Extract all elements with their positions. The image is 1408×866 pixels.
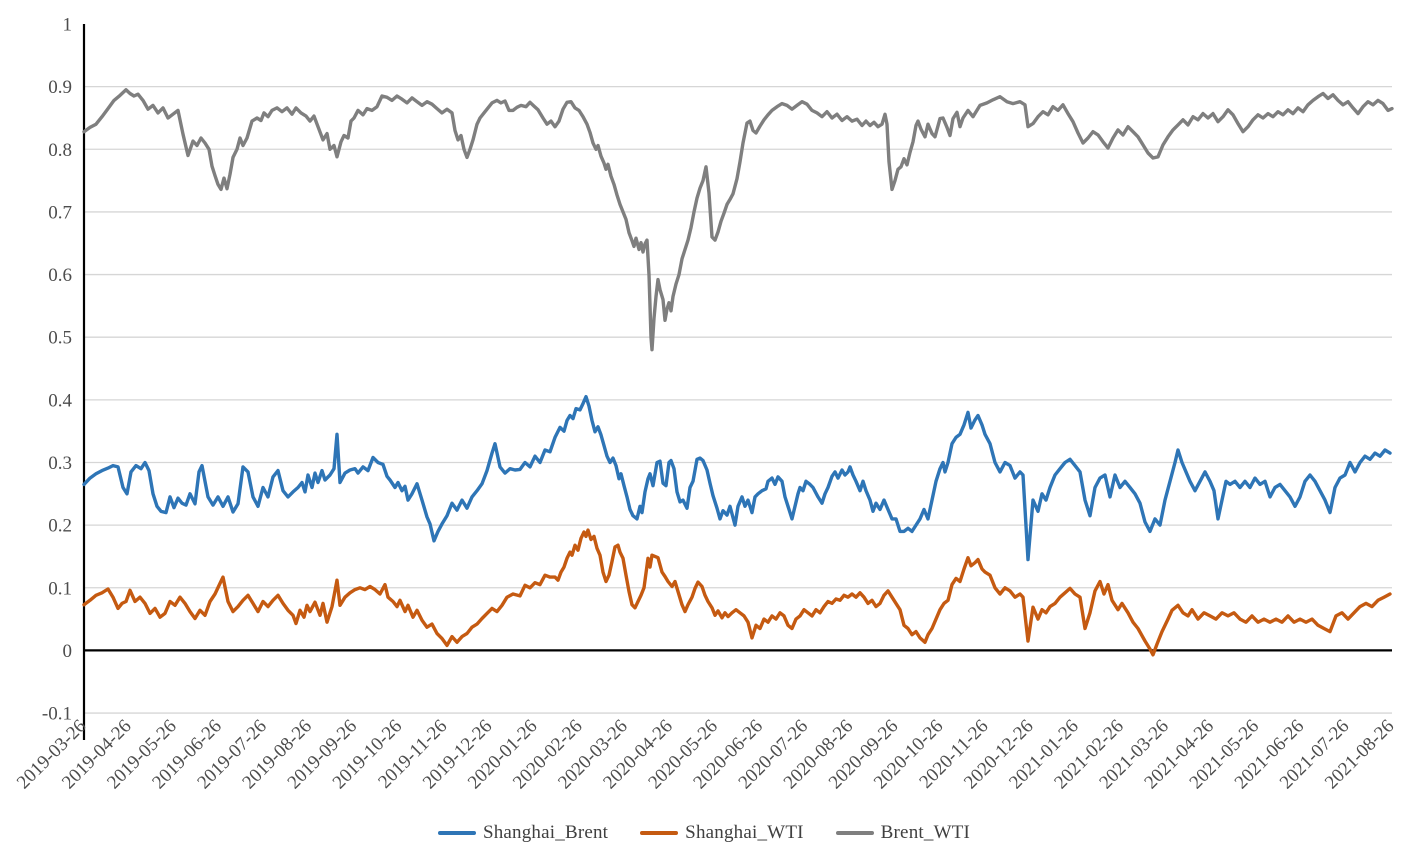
- y-tick-label: 0.7: [48, 202, 72, 223]
- legend-item-brent-wti[interactable]: Brent_WTI: [835, 822, 971, 844]
- series-line-shanghai-wti: [82, 528, 1392, 657]
- y-tick-label: 0.3: [48, 453, 72, 474]
- legend-item-shanghai-wti[interactable]: Shanghai_WTI: [640, 822, 803, 844]
- shanghai-wti-line-swatch: [640, 831, 679, 835]
- legend-label-shanghai-wti: Shanghai_WTI: [685, 822, 804, 843]
- legend-label-shanghai-brent: Shanghai_Brent: [482, 822, 609, 843]
- y-tick-label: -0.1: [42, 704, 72, 725]
- y-tick-label: 0.8: [48, 140, 72, 161]
- legend-item-shanghai-brent[interactable]: Shanghai_Brent: [437, 822, 609, 844]
- y-tick-label: 1: [63, 15, 73, 36]
- y-tick-label: 0.4: [48, 390, 72, 411]
- y-tick-label: 0.9: [48, 77, 72, 98]
- series-line-shanghai-brent: [82, 395, 1392, 562]
- y-tick-label: 0.1: [48, 578, 72, 599]
- y-tick-label: 0.2: [48, 516, 72, 537]
- y-tick-label: 0.6: [48, 265, 72, 286]
- legend-label-brent-wti: Brent_WTI: [880, 822, 971, 843]
- chart-legend: Shanghai_Brent Shanghai_WTI Brent_WTI: [0, 822, 1408, 844]
- y-tick-label: 0: [63, 641, 73, 662]
- y-tick-label: 0.5: [48, 328, 72, 349]
- brent-wti-line-swatch: [835, 831, 874, 835]
- series-line-brent-wti: [82, 88, 1394, 352]
- shanghai-brent-line-swatch: [437, 831, 476, 835]
